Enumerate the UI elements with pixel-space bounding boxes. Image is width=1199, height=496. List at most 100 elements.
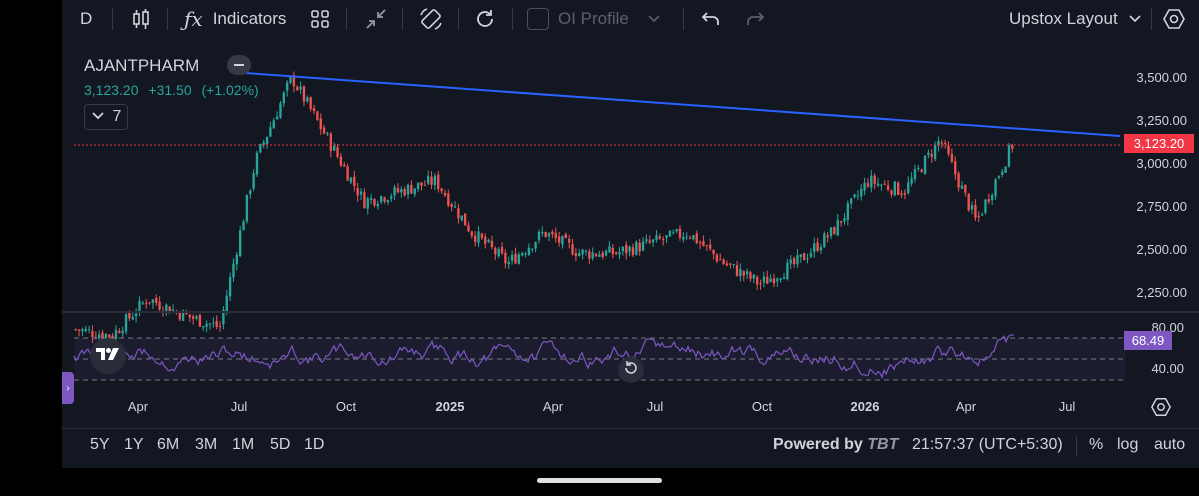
chart-settings-button[interactable] bbox=[1150, 396, 1172, 423]
collapse-arrows-icon bbox=[364, 7, 388, 31]
undo-button[interactable] bbox=[700, 0, 722, 38]
percent-scale-button[interactable]: % bbox=[1089, 436, 1104, 453]
candle-body bbox=[554, 233, 557, 239]
candle-body bbox=[547, 233, 551, 237]
range-1d-button[interactable]: 1D bbox=[304, 436, 325, 453]
candle-body bbox=[675, 229, 678, 232]
toolbar-divider bbox=[1151, 8, 1152, 30]
candle-body bbox=[447, 193, 450, 206]
trendline[interactable] bbox=[244, 72, 1121, 137]
rotate-button[interactable] bbox=[418, 0, 444, 38]
candle-body bbox=[702, 241, 705, 246]
candle-body bbox=[621, 246, 625, 252]
oi-profile-toggle[interactable]: OI Profile bbox=[527, 0, 661, 38]
candle-body bbox=[987, 199, 990, 202]
templates-button[interactable] bbox=[310, 0, 330, 38]
collapse-button[interactable] bbox=[364, 0, 388, 38]
candle-body bbox=[343, 164, 346, 167]
chevron-right-icon: › bbox=[66, 382, 70, 394]
reset-scale-button[interactable] bbox=[618, 357, 644, 383]
interval-button[interactable]: D bbox=[80, 0, 92, 38]
log-scale-button[interactable]: log bbox=[1117, 436, 1139, 453]
clock[interactable]: 21:57:37 (UTC+5:30) bbox=[912, 436, 1063, 453]
indicators-toggle[interactable]: 7 bbox=[84, 104, 128, 130]
chart-canvas[interactable] bbox=[62, 44, 1199, 390]
indicators-button[interactable]: ƒx Indicators bbox=[184, 0, 286, 38]
price-axis-label: 3,000.00 bbox=[1136, 156, 1187, 171]
candle-body bbox=[581, 249, 584, 255]
auto-scale-button[interactable]: auto bbox=[1154, 436, 1186, 453]
time-axis-label: Jul bbox=[646, 399, 664, 414]
candle-body bbox=[353, 176, 356, 186]
candle-body bbox=[309, 97, 312, 110]
candle-body bbox=[477, 231, 480, 243]
candle-body bbox=[974, 204, 977, 218]
candle-body bbox=[1004, 166, 1007, 173]
interval-label: D bbox=[80, 9, 93, 28]
range-6m-button[interactable]: 6M bbox=[157, 436, 180, 453]
range-1y-button[interactable]: 1Y bbox=[124, 436, 144, 453]
candle-body bbox=[564, 234, 567, 238]
candle-body bbox=[685, 236, 688, 238]
candle-body bbox=[81, 329, 84, 332]
candle-body bbox=[843, 218, 846, 222]
candle-body bbox=[396, 187, 400, 193]
last-price-tag: 3,123.20 bbox=[1124, 134, 1194, 153]
candle-body bbox=[1007, 145, 1011, 167]
candle-body bbox=[500, 246, 504, 254]
home-indicator[interactable] bbox=[537, 478, 662, 483]
range-1m-button[interactable]: 1M bbox=[232, 436, 255, 453]
candle-body bbox=[604, 250, 608, 256]
chart-type-button[interactable] bbox=[130, 0, 152, 38]
layout-menu-button[interactable]: Upstox Layout bbox=[1009, 0, 1142, 38]
candle-body bbox=[792, 258, 796, 265]
collapse-legend-button[interactable] bbox=[227, 55, 251, 75]
candle-body bbox=[839, 221, 843, 223]
candle-body bbox=[638, 242, 641, 252]
candle-body bbox=[641, 241, 645, 251]
range-5d-button[interactable]: 5D bbox=[270, 436, 291, 453]
candle-body bbox=[913, 169, 917, 180]
candle-body bbox=[118, 330, 121, 334]
candle-body bbox=[222, 309, 225, 325]
rsi-line bbox=[73, 334, 1015, 379]
candle-body bbox=[866, 183, 870, 187]
candle-body bbox=[594, 253, 598, 257]
candle-body bbox=[225, 295, 228, 312]
candle-body bbox=[232, 263, 235, 278]
candle-body bbox=[816, 242, 819, 251]
candle-body bbox=[823, 233, 826, 248]
screen-rotate-icon bbox=[418, 6, 444, 32]
quote-line: 3,123.20 +31.50 (+1.02%) bbox=[84, 82, 265, 98]
tradingview-logo[interactable] bbox=[90, 338, 126, 374]
range-3m-button[interactable]: 3M bbox=[195, 436, 218, 453]
candle-body bbox=[735, 265, 739, 276]
candle-body bbox=[762, 276, 766, 283]
candle-body bbox=[155, 298, 158, 303]
checkbox-icon bbox=[527, 8, 549, 30]
settings-hex-icon bbox=[1150, 398, 1172, 422]
candle-body bbox=[373, 199, 376, 206]
candle-body bbox=[524, 253, 527, 255]
candle-body bbox=[709, 244, 712, 249]
side-panel-handle[interactable]: › bbox=[62, 372, 74, 404]
time-axis-label: 2026 bbox=[850, 399, 880, 414]
candle-body bbox=[601, 252, 604, 257]
powered-by[interactable]: Powered by TBT bbox=[773, 436, 898, 454]
candle-body bbox=[141, 302, 144, 304]
candle-body bbox=[863, 182, 866, 191]
candle-body bbox=[910, 178, 913, 184]
candle-body bbox=[145, 303, 148, 305]
candle-body bbox=[208, 323, 212, 325]
settings-button[interactable] bbox=[1162, 0, 1186, 38]
toolbar-divider bbox=[112, 8, 113, 30]
toolbar-divider bbox=[683, 8, 684, 30]
range-5y-button[interactable]: 5Y bbox=[90, 436, 110, 453]
candle-body bbox=[242, 221, 245, 231]
candle-body bbox=[121, 330, 124, 334]
candle-body bbox=[507, 261, 510, 265]
candle-body bbox=[286, 82, 289, 91]
redo-button[interactable] bbox=[744, 0, 766, 38]
symbol-name[interactable]: AJANTPHARM bbox=[84, 56, 200, 75]
refresh-button[interactable] bbox=[474, 0, 496, 38]
